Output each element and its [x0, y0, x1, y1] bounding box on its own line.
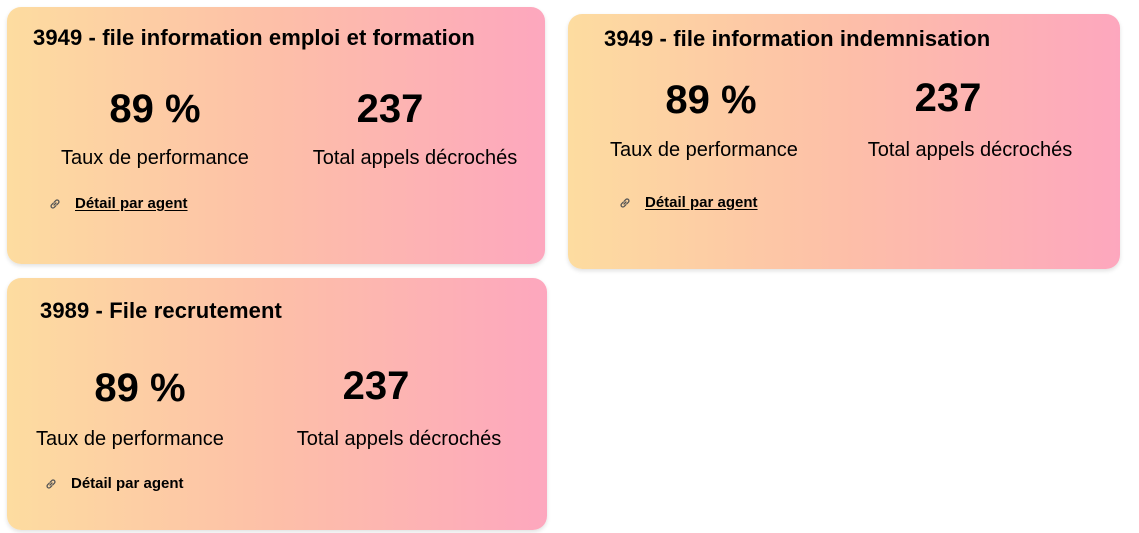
calls-value: 237 [356, 87, 424, 131]
performance-value: 89 % [109, 87, 201, 131]
card-title: 3989 - File recrutement [40, 298, 282, 323]
link-icon [620, 197, 630, 208]
performance-value: 89 % [94, 366, 186, 410]
calls-value: 237 [342, 364, 410, 408]
detail-by-agent-link[interactable]: Détail par agent [44, 476, 184, 491]
queue-card-recrutement: 3989 - File recrutement 89 % Taux de per… [7, 278, 547, 530]
link-icon [46, 478, 56, 489]
calls-label: Total appels décrochés [296, 428, 502, 450]
queue-card-emploi-formation: 3949 - file information emploi et format… [7, 7, 545, 264]
calls-label: Total appels décrochés [312, 147, 518, 169]
detail-link-label[interactable]: Détail par agent [71, 476, 184, 491]
detail-by-agent-link[interactable]: Détail par agent [48, 195, 188, 212]
card-title: 3949 - file information indemnisation [604, 26, 991, 51]
detail-link-label[interactable]: Détail par agent [645, 194, 758, 211]
calls-label: Total appels décrochés [867, 139, 1073, 161]
calls-value: 237 [914, 76, 982, 120]
queue-card-indemnisation: 3949 - file information indemnisation 89… [568, 14, 1120, 269]
performance-label: Taux de performance [61, 147, 249, 169]
card-title: 3949 - file information emploi et format… [33, 25, 475, 50]
detail-link-label[interactable]: Détail par agent [75, 195, 188, 212]
performance-label: Taux de performance [610, 139, 798, 161]
performance-label: Taux de performance [36, 428, 224, 450]
performance-value: 89 % [665, 78, 757, 122]
link-icon [50, 198, 60, 209]
detail-by-agent-link[interactable]: Détail par agent [618, 194, 758, 211]
